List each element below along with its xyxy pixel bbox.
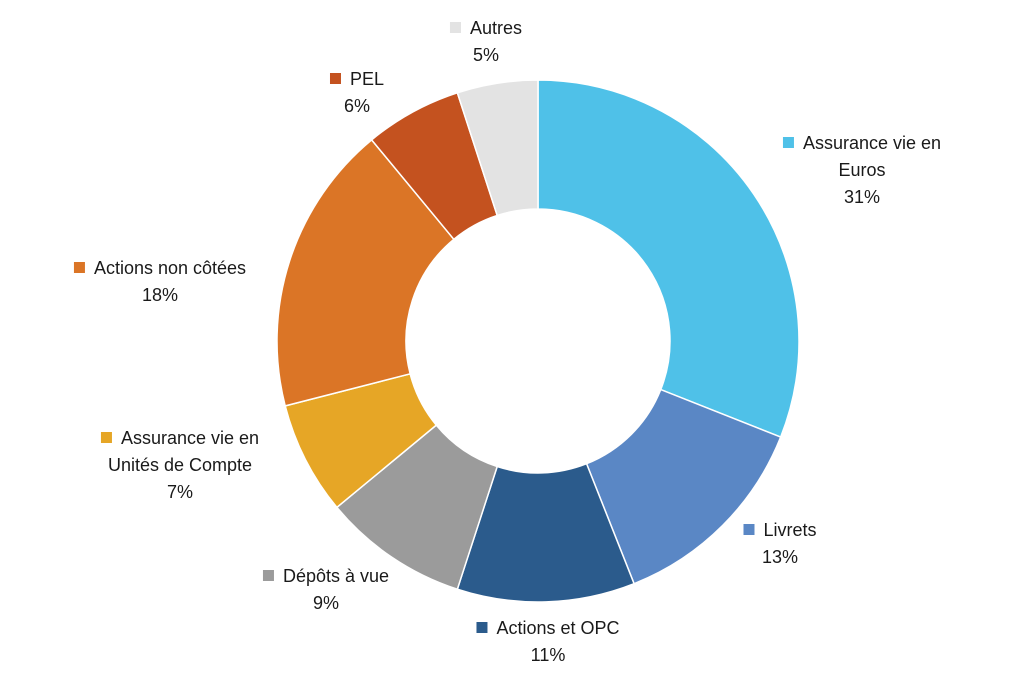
legend-swatch bbox=[449, 22, 461, 33]
category-name: Actions et OPC bbox=[496, 618, 620, 638]
value-label: 5% bbox=[472, 45, 499, 65]
legend-swatch bbox=[100, 432, 112, 443]
slice-8 bbox=[456, 79, 539, 217]
slice-label-5: Assurance vie en Unités de Compte 7% bbox=[100, 425, 260, 506]
value-label: 11% bbox=[530, 645, 566, 665]
category-name: PEL bbox=[349, 69, 385, 89]
legend-swatch bbox=[73, 262, 85, 273]
slice-6 bbox=[276, 138, 455, 407]
category-name: Actions non côtées bbox=[93, 258, 247, 278]
value-label: 18% bbox=[141, 285, 179, 305]
legend-swatch bbox=[329, 73, 341, 84]
value-label: 31% bbox=[843, 187, 881, 207]
value-label: 9% bbox=[312, 593, 340, 613]
category-name: Livrets bbox=[763, 520, 817, 540]
slice-label-7: PEL 6% bbox=[329, 66, 385, 120]
category-name: Assurance vie en Euros bbox=[802, 133, 942, 180]
value-label: 6% bbox=[343, 96, 370, 116]
category-name: Autres bbox=[469, 18, 523, 38]
value-label: 13% bbox=[761, 547, 799, 567]
legend-swatch bbox=[782, 137, 794, 148]
slice-label-6: Actions non côtées 18% bbox=[73, 255, 247, 309]
slice-label-2: Livrets 13% bbox=[743, 517, 817, 571]
legend-swatch bbox=[476, 622, 488, 633]
slice-1 bbox=[537, 79, 800, 439]
slice-label-8: Autres 5% bbox=[449, 15, 523, 69]
legend-swatch bbox=[743, 524, 755, 535]
slice-label-3: Actions et OPC 11% bbox=[476, 615, 620, 669]
slice-label-4: Dépôts à vue 9% bbox=[262, 563, 390, 617]
legend-swatch bbox=[262, 570, 274, 581]
category-name: Dépôts à vue bbox=[282, 566, 390, 586]
slice-label-1: Assurance vie en Euros 31% bbox=[782, 130, 942, 211]
value-label: 7% bbox=[166, 482, 194, 502]
category-name: Assurance vie en Unités de Compte bbox=[107, 428, 260, 475]
